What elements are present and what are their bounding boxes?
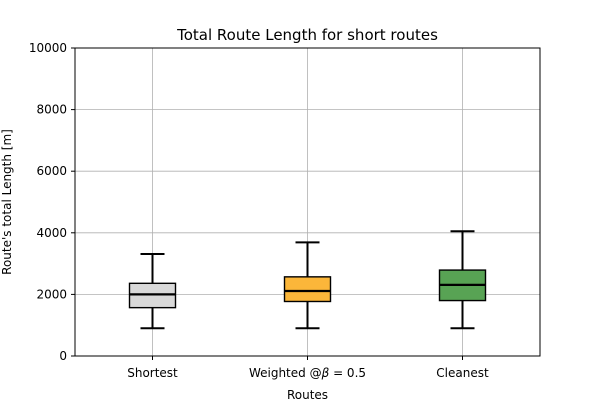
- x-axis-label: Routes: [287, 388, 328, 400]
- axis-layer: 0 2000 4000 6000 8000 10000 Shortest Weighted @…: [29, 41, 489, 380]
- x-tick-label: Cleanest: [436, 366, 489, 380]
- iqr-box: [283, 276, 332, 303]
- y-tick-label: 4000: [36, 226, 67, 240]
- y-tick-label: 10000: [29, 41, 67, 55]
- box-group-weighted: [283, 241, 332, 330]
- y-tick-label: 8000: [36, 103, 67, 117]
- box-group-cleanest: [438, 230, 487, 330]
- y-tick-label: 6000: [36, 164, 67, 178]
- box-layer: [128, 230, 487, 330]
- y-tick-label: 2000: [36, 287, 67, 301]
- box-group-shortest: [128, 253, 177, 330]
- x-tick-label: Weighted @β = 0.5: [249, 366, 366, 380]
- chart-title: Total Route Length for short routes: [176, 26, 438, 44]
- y-tick-label: 0: [59, 349, 67, 363]
- y-axis-label: Route's total Length [m]: [0, 129, 14, 275]
- x-tick-label: Shortest: [127, 366, 178, 380]
